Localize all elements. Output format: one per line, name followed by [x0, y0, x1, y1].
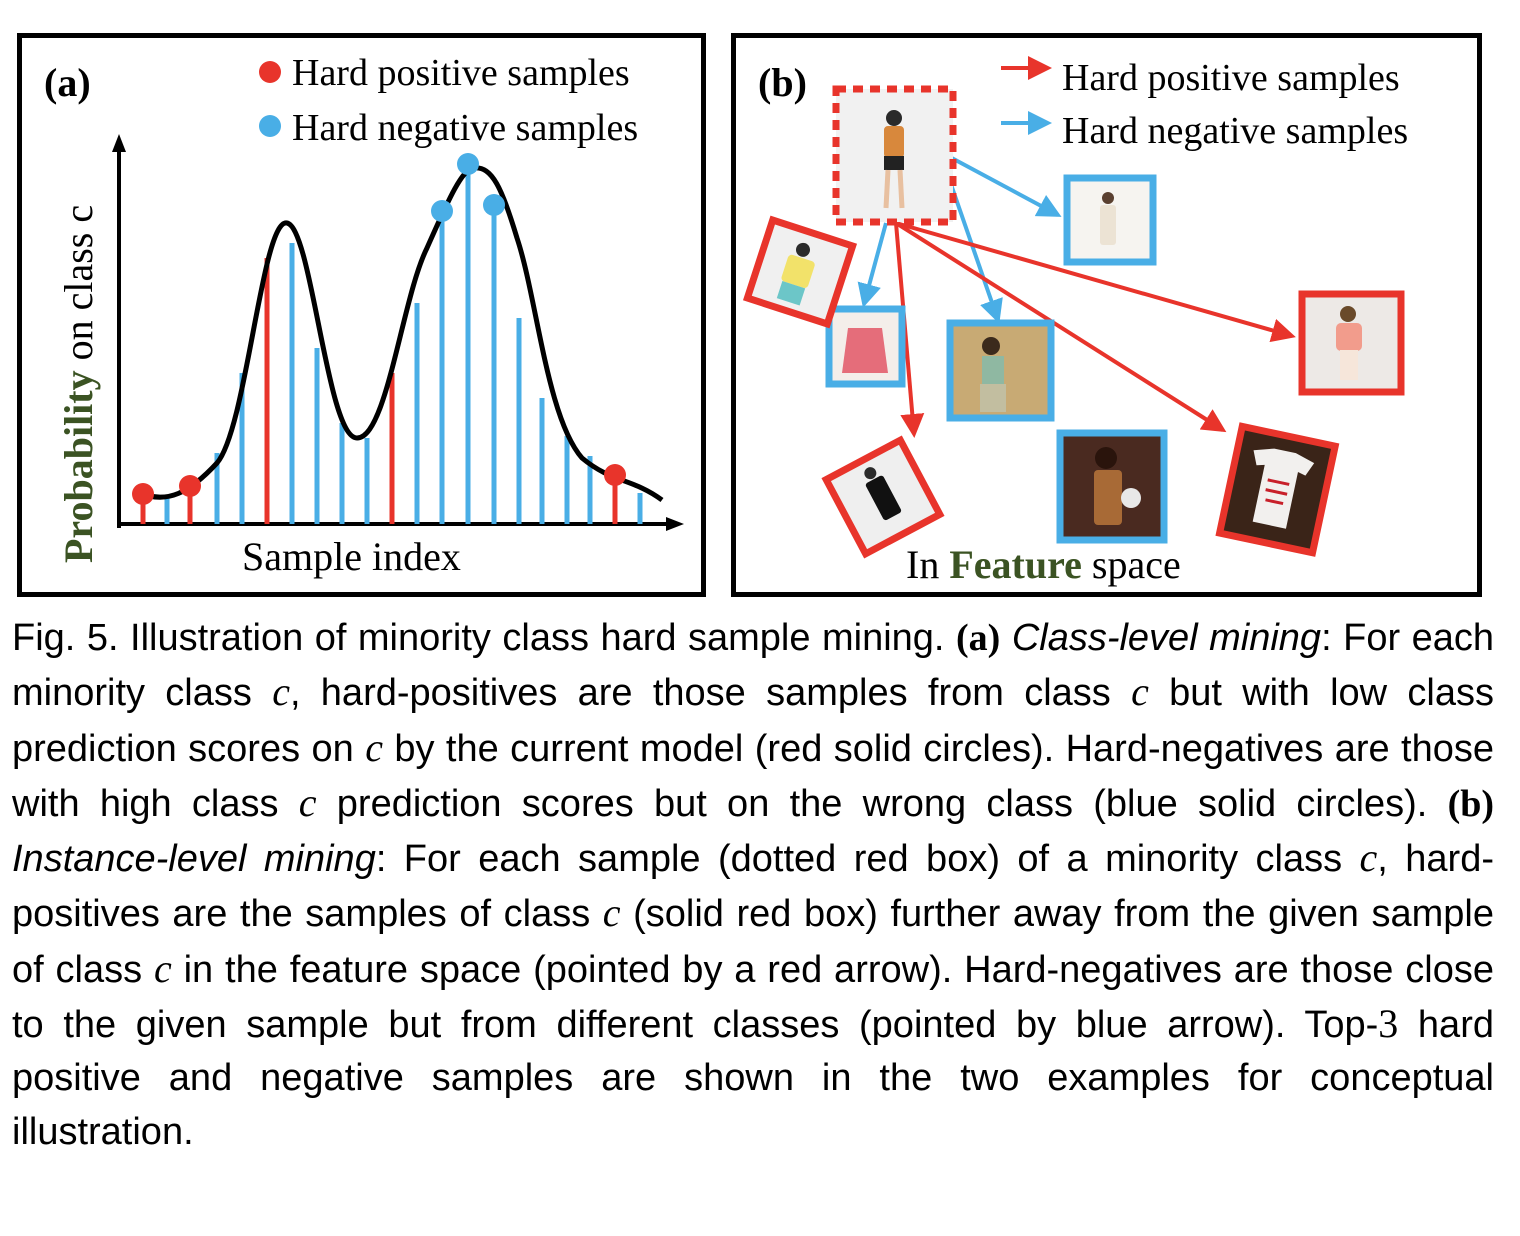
anchor-sample [832, 85, 957, 226]
panel-b-tag: (b) [758, 60, 807, 105]
caption-b-text2: , hard-positives are the samples of clas… [12, 838, 1494, 936]
panel-b-instance-level: (b) Hard positive samples Hard negative … [731, 33, 1482, 597]
negative-sample-3 [946, 319, 1055, 422]
hard-negative-dot-5 [431, 200, 453, 222]
caption-var-c: c [1359, 835, 1378, 881]
hard-positive-dot-3 [604, 464, 626, 486]
red-arrow-3 [894, 221, 1227, 433]
y-axis-label-rest: on class c [56, 205, 101, 371]
sample-stems [140, 163, 643, 524]
caption-var-c: c [602, 890, 621, 936]
figure-caption: Fig. 5. Illustration of minority class h… [12, 612, 1494, 1159]
positive-sample-2 [821, 435, 945, 559]
negative-sample-4 [1056, 429, 1168, 544]
legend-blue-dot [259, 115, 281, 137]
caption-var-c: c [298, 779, 317, 825]
blue-arrow-2 [857, 222, 888, 308]
x-axis-label: Sample index [242, 534, 461, 579]
caption-b-text1: : For each sample (dotted red box) of a … [375, 838, 1360, 881]
positive-sample-4 [1215, 422, 1340, 557]
y-axis-label: Probability on class c [56, 205, 101, 563]
blue-arrow-1 [947, 154, 1062, 217]
hard-negative-dot-4 [457, 153, 479, 175]
hard-sample-dots [132, 153, 626, 505]
feature-label-pre: In [906, 542, 949, 587]
caption-a-tag: (a) [956, 617, 1001, 659]
legend-red-dot [259, 61, 281, 83]
y-axis-label-bold: Probability [56, 370, 101, 563]
red-arrow-2 [895, 221, 1296, 343]
probability-curve [132, 165, 664, 503]
caption-a-text2: , hard-positives are those samples from … [289, 672, 1132, 715]
feature-label-bold: Feature [949, 542, 1082, 587]
x-axis-arrowhead [666, 517, 684, 531]
y-axis-arrowhead [112, 134, 126, 152]
caption-b-tag: (b) [1447, 782, 1495, 825]
legend-hard-negative: Hard negative samples [292, 107, 638, 149]
caption-var-c: c [1131, 669, 1149, 715]
panel-a-tag: (a) [44, 60, 91, 105]
anchor-person-image [883, 110, 905, 209]
caption-b-text5: hard positive and negative samples are s… [12, 1004, 1494, 1153]
hard-negative-dot-6 [483, 194, 505, 216]
negative-sample-2 [825, 305, 906, 388]
legend-hard-positive: Hard positive samples [292, 52, 630, 94]
legend-hard-positive-b: Hard positive samples [1062, 57, 1400, 99]
negative-sample-1 [1063, 174, 1157, 266]
panel-a-class-level: (a) Hard positive samples Hard negative … [17, 33, 706, 597]
feature-space-label: In Feature space [906, 542, 1181, 587]
caption-b-text4: in the feature space (pointed by a red a… [12, 948, 1494, 1047]
caption-a-title: Class-level mining [1011, 617, 1322, 659]
caption-fig: Fig. 5. Illustration of minority class h… [12, 617, 945, 659]
caption-var-c: c [272, 669, 290, 715]
feature-label-post: space [1082, 542, 1181, 587]
hard-positive-dot-1 [132, 483, 154, 505]
caption-var-c: c [153, 945, 172, 991]
caption-a-text4: by the current model (red solid circles)… [12, 727, 1494, 825]
caption-a-text3: but with low class prediction scores on [12, 672, 1494, 770]
caption-a-text5: prediction scores but on the wrong class… [316, 782, 1428, 825]
positive-sample-1 [742, 215, 858, 329]
hard-positive-dot-2 [179, 475, 201, 497]
panel-a-plot: (a) Hard positive samples Hard negative … [44, 52, 684, 579]
caption-b-text3: (solid red box) further away from the gi… [12, 893, 1494, 991]
positive-sample-3 [1298, 290, 1405, 396]
panel-b-feature-space: (b) Hard positive samples Hard negative … [742, 56, 1408, 587]
caption-num-3: 3 [1378, 1001, 1399, 1047]
legend-hard-negative-b: Hard negative samples [1062, 110, 1408, 152]
caption-var-c: c [365, 724, 383, 770]
caption-a-text1: : For each minority class [12, 617, 1495, 715]
caption-b-title: Instance-level mining [12, 838, 376, 881]
